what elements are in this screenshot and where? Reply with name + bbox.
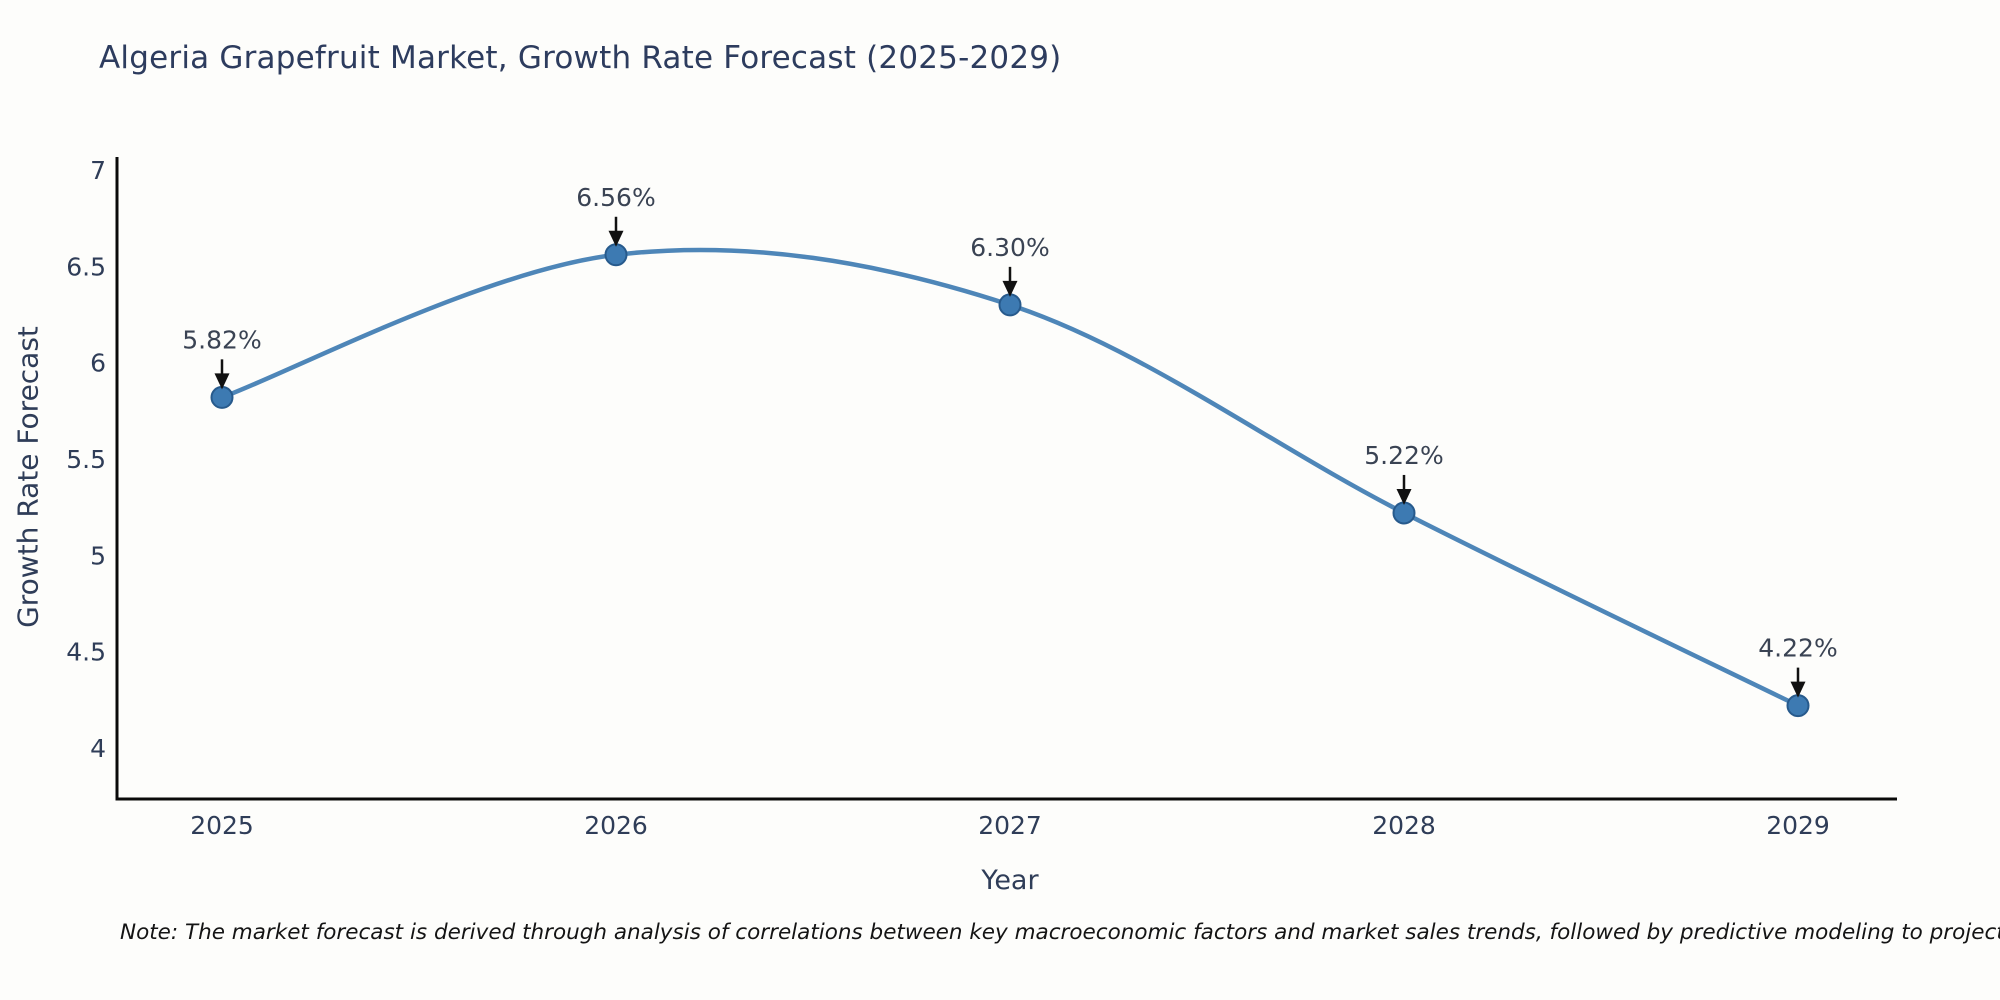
y-tick-label: 4.5 bbox=[66, 638, 106, 667]
annotation-arrow-head bbox=[1790, 681, 1806, 698]
y-tick-label: 6 bbox=[90, 349, 106, 378]
forecast-line-series bbox=[210, 243, 1810, 718]
y-tick-label: 6.5 bbox=[66, 252, 106, 281]
forecast-line bbox=[219, 247, 1801, 708]
y-tick-label: 5.5 bbox=[66, 445, 106, 474]
y-axis-title: Growth Rate Forecast bbox=[12, 326, 45, 628]
point-annotations: 5.82% 6.56% 6.30% 5.22% 4.22% bbox=[182, 183, 1838, 698]
data-point-label: 5.22% bbox=[1364, 441, 1443, 470]
data-point-marker bbox=[210, 385, 234, 409]
x-axis-tick-labels: 2025 2026 2027 2028 2029 bbox=[190, 811, 1830, 840]
annotation-arrow-head bbox=[608, 230, 624, 247]
data-point-label: 4.22% bbox=[1758, 634, 1837, 663]
y-tick-label: 4 bbox=[90, 734, 106, 763]
x-axis-title: Year bbox=[980, 865, 1039, 896]
axis-lines bbox=[115, 157, 1897, 801]
data-point-label: 5.82% bbox=[182, 325, 261, 354]
y-tick-label: 5 bbox=[90, 541, 106, 570]
annotation-arrow-head bbox=[214, 373, 230, 390]
x-tick-label: 2026 bbox=[584, 811, 648, 840]
data-point-marker bbox=[1786, 694, 1810, 718]
data-point-marker bbox=[998, 293, 1022, 317]
data-point-marker bbox=[1392, 501, 1416, 525]
annotation-arrow-head bbox=[1396, 488, 1412, 505]
data-point-label: 6.56% bbox=[576, 183, 655, 212]
data-point-label: 6.30% bbox=[970, 233, 1049, 262]
chart-title: Algeria Grapefruit Market, Growth Rate F… bbox=[99, 40, 1062, 76]
x-tick-label: 2029 bbox=[1766, 811, 1830, 840]
y-axis-tick-labels: 7 6.5 6 5.5 5 4.5 4 bbox=[66, 156, 106, 763]
x-tick-label: 2025 bbox=[190, 811, 254, 840]
data-point-marker bbox=[604, 243, 628, 267]
annotation-arrow-head bbox=[1002, 280, 1018, 297]
footnote: Note: The market forecast is derived thr… bbox=[120, 920, 2000, 945]
y-tick-label: 7 bbox=[90, 156, 106, 185]
x-tick-label: 2028 bbox=[1372, 811, 1436, 840]
x-tick-label: 2027 bbox=[978, 811, 1042, 840]
